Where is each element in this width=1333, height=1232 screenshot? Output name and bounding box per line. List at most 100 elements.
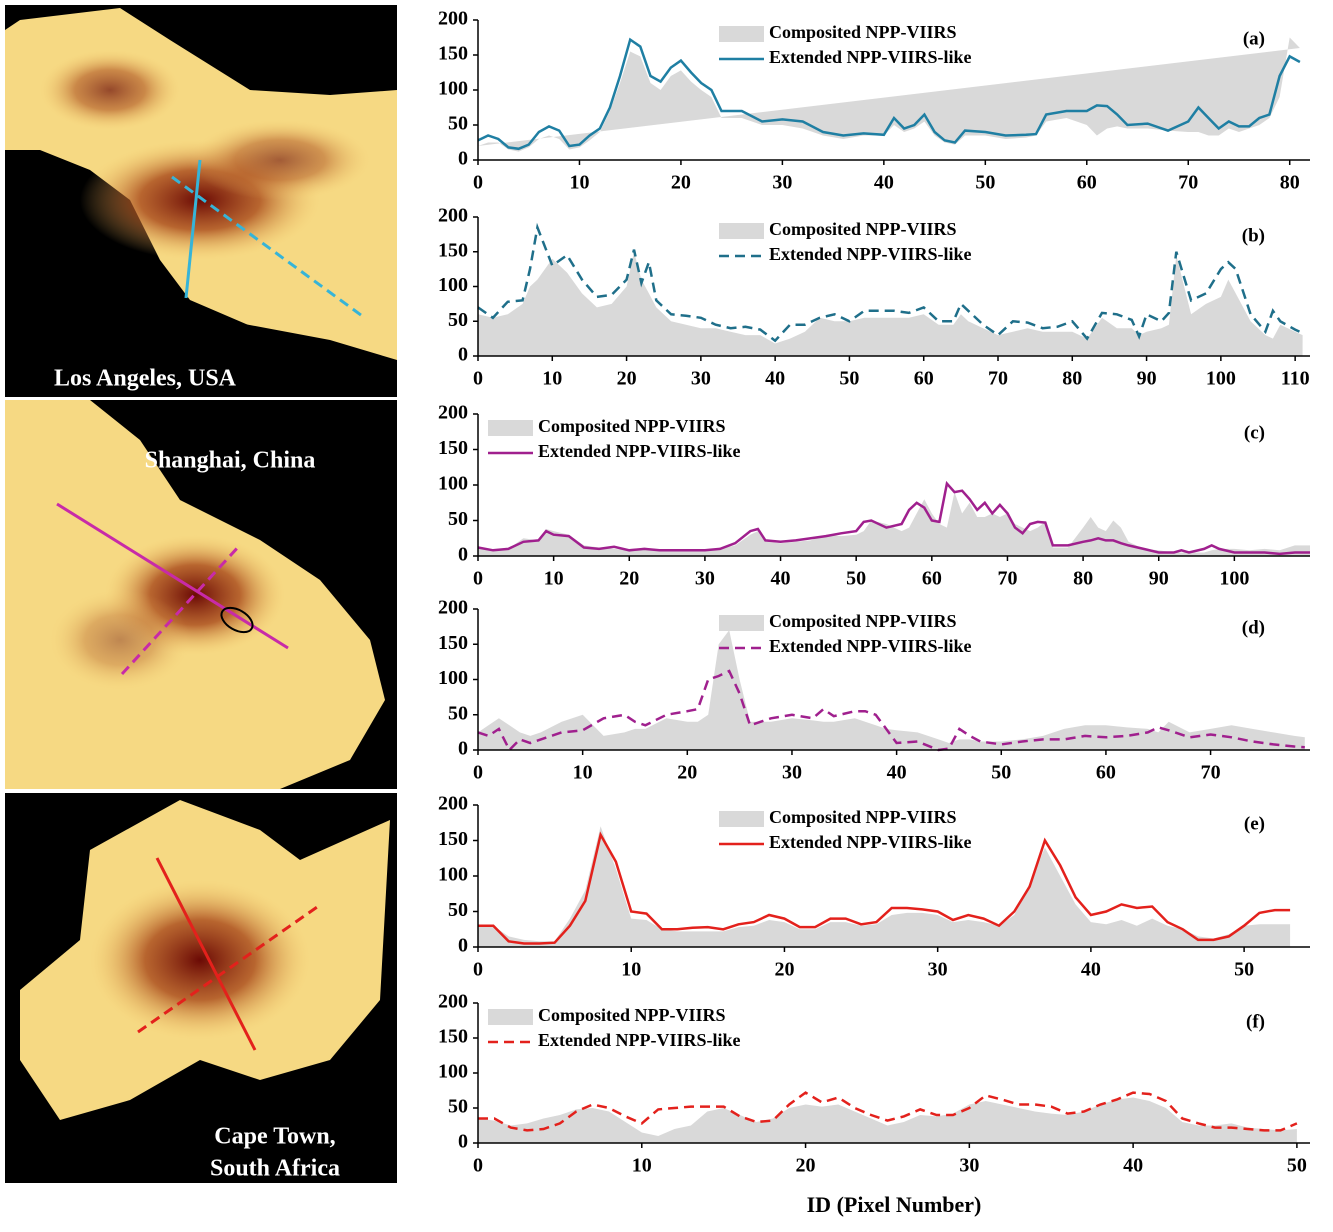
legend-label: Extended NPP-VIIRS-like <box>538 441 741 461</box>
y-tick-label: 0 <box>458 544 468 566</box>
line <box>478 831 1291 945</box>
y-tick-label: 50 <box>448 899 468 921</box>
y-tick-label: 150 <box>438 437 468 459</box>
x-tick-label: 40 <box>765 368 785 390</box>
line <box>477 480 1310 556</box>
map-label: Shanghai, China <box>145 448 316 474</box>
y-tick-label: 100 <box>438 274 468 296</box>
y-tick-label: 100 <box>438 864 468 886</box>
y-tick-label: 200 <box>438 8 468 30</box>
x-tick-label: 50 <box>1234 959 1254 981</box>
y-tick-label: 50 <box>448 113 468 135</box>
x-tick-label: 0 <box>473 762 483 784</box>
x-tick-label: 0 <box>473 172 483 194</box>
x-tick-label: 40 <box>887 762 907 784</box>
y-tick-label: 50 <box>448 702 468 724</box>
y-tick-label: 0 <box>458 738 468 760</box>
x-tick-label: 80 <box>1073 568 1093 590</box>
y-tick-label: 200 <box>438 402 468 424</box>
x-tick-label: 110 <box>1281 368 1310 390</box>
line <box>477 669 1305 753</box>
x-tick-label: 30 <box>959 1155 979 1177</box>
y-tick-label: 200 <box>438 597 468 619</box>
x-tick-label: 30 <box>695 568 715 590</box>
legend-label: Extended NPP-VIIRS-like <box>769 47 972 67</box>
y-tick-label: 150 <box>438 1026 468 1048</box>
y-tick-label: 150 <box>438 239 468 261</box>
x-tick-label: 50 <box>975 172 995 194</box>
map-label: Los Angeles, USA <box>54 366 237 392</box>
x-tick-label: 70 <box>1178 172 1198 194</box>
area <box>478 826 1291 947</box>
x-tick-label: 80 <box>1280 172 1300 194</box>
x-tick-label: 0 <box>473 568 483 590</box>
x-tick-label: 30 <box>691 368 711 390</box>
x-tick-label: 20 <box>617 368 637 390</box>
panel-tag: (d) <box>1242 617 1265 638</box>
y-tick-label: 100 <box>438 1061 468 1083</box>
y-tick-label: 200 <box>438 991 468 1013</box>
legend-label: Composited NPP-VIIRS <box>538 416 726 436</box>
y-tick-label: 100 <box>438 667 468 689</box>
x-tick-label: 100 <box>1206 368 1236 390</box>
area <box>478 37 1300 152</box>
y-tick-label: 0 <box>458 148 468 170</box>
x-tick-label: 50 <box>846 568 866 590</box>
x-tick-label: 70 <box>997 568 1017 590</box>
x-tick-label: 40 <box>771 568 791 590</box>
legend-label: Extended NPP-VIIRS-like <box>538 1030 741 1050</box>
legend-label: Extended NPP-VIIRS-like <box>769 636 972 656</box>
x-axis-title: ID (Pixel Number) <box>807 1192 982 1217</box>
x-tick-label: 60 <box>922 568 942 590</box>
y-tick-label: 50 <box>448 1096 468 1118</box>
legend-swatch <box>488 1009 533 1025</box>
x-tick-label: 30 <box>772 172 792 194</box>
legend-swatch <box>719 811 764 827</box>
x-tick-label: 10 <box>573 762 593 784</box>
area <box>478 251 1303 356</box>
line <box>477 37 1301 151</box>
legend-label: Extended NPP-VIIRS-like <box>769 832 972 852</box>
map-shanghai: Shanghai, China <box>5 400 397 789</box>
map-cape-town: Cape Town, South Africa <box>5 793 397 1183</box>
legend-label: Composited NPP-VIIRS <box>538 1005 726 1025</box>
area <box>478 1097 1297 1143</box>
y-tick-label: 0 <box>458 1131 468 1153</box>
legend-swatch <box>488 420 533 436</box>
legend-label: Extended NPP-VIIRS-like <box>769 244 972 264</box>
area <box>478 492 1310 556</box>
x-tick-label: 70 <box>1201 762 1221 784</box>
line <box>477 222 1304 343</box>
x-tick-label: 10 <box>569 172 589 194</box>
x-tick-label: 100 <box>1219 568 1249 590</box>
x-tick-label: 40 <box>874 172 894 194</box>
y-tick-label: 100 <box>438 473 468 495</box>
x-tick-label: 90 <box>1149 568 1169 590</box>
x-tick-label: 20 <box>619 568 639 590</box>
x-tick-label: 0 <box>473 959 483 981</box>
x-tick-label: 0 <box>473 1155 483 1177</box>
panel-tag: (c) <box>1244 422 1265 443</box>
x-tick-label: 0 <box>473 368 483 390</box>
legend-label: Composited NPP-VIIRS <box>769 219 957 239</box>
x-tick-label: 50 <box>1287 1155 1307 1177</box>
x-tick-label: 40 <box>1123 1155 1143 1177</box>
x-tick-label: 30 <box>782 762 802 784</box>
x-tick-label: 20 <box>677 762 697 784</box>
legend-label: Composited NPP-VIIRS <box>769 611 957 631</box>
panel-tag: (e) <box>1244 813 1265 834</box>
x-tick-label: 60 <box>1096 762 1116 784</box>
x-tick-label: 60 <box>914 368 934 390</box>
area <box>478 630 1305 750</box>
x-tick-label: 30 <box>928 959 948 981</box>
x-tick-label: 50 <box>991 762 1011 784</box>
x-tick-label: 20 <box>796 1155 816 1177</box>
x-tick-label: 40 <box>1081 959 1101 981</box>
legend-swatch <box>719 615 764 631</box>
x-tick-label: 20 <box>774 959 794 981</box>
legend-label: Composited NPP-VIIRS <box>769 807 957 827</box>
y-tick-label: 0 <box>458 935 468 957</box>
x-tick-label: 10 <box>621 959 641 981</box>
